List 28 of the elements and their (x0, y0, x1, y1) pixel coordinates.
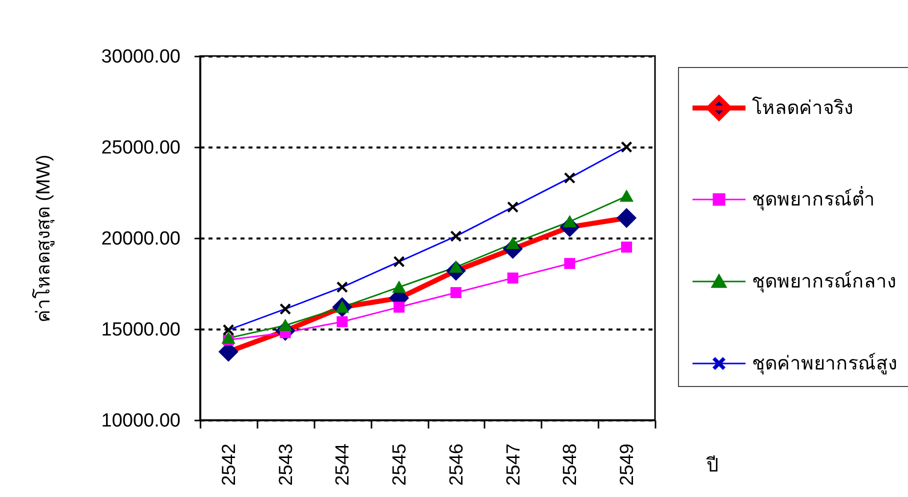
x-tick-label: 2544 (332, 443, 354, 486)
x-tick-label: 2549 (617, 444, 638, 486)
x-tick-label: 2546 (446, 444, 468, 486)
y-tick-label: 15000.00 (101, 320, 180, 340)
x-tick-label: 2547 (503, 444, 524, 486)
y-tick-label: 25000.00 (101, 138, 180, 158)
point (620, 189, 634, 202)
x-tick-label: 2545 (390, 444, 411, 486)
point (450, 287, 462, 298)
x-tick-label: 2542 (218, 444, 240, 486)
point (221, 331, 236, 344)
x-axis-title: ปี (706, 454, 718, 476)
point (336, 316, 348, 328)
y-axis-title: ค่าโหลดสูงสุด (MW) (32, 154, 56, 322)
legend-label: ชุดพยากรณ์กลาง (752, 270, 896, 294)
point (394, 302, 405, 313)
point (507, 272, 518, 284)
legend-label: ชุดพยากรณ์ต่ำ (752, 186, 875, 212)
y-tick-label: 10000.00 (101, 410, 180, 432)
x-tick-label: 2543 (276, 444, 297, 486)
point (621, 242, 632, 253)
legend-label: ชุดค่าพยากรณ์สูง (752, 352, 897, 376)
x-tick-label: 2548 (560, 444, 582, 486)
point (392, 280, 406, 293)
y-tick-label: 30000.00 (101, 46, 180, 68)
y-tick-label: 20000.00 (101, 228, 180, 250)
point (564, 258, 576, 269)
legend-label: โหลดค่าจริง (752, 96, 853, 119)
